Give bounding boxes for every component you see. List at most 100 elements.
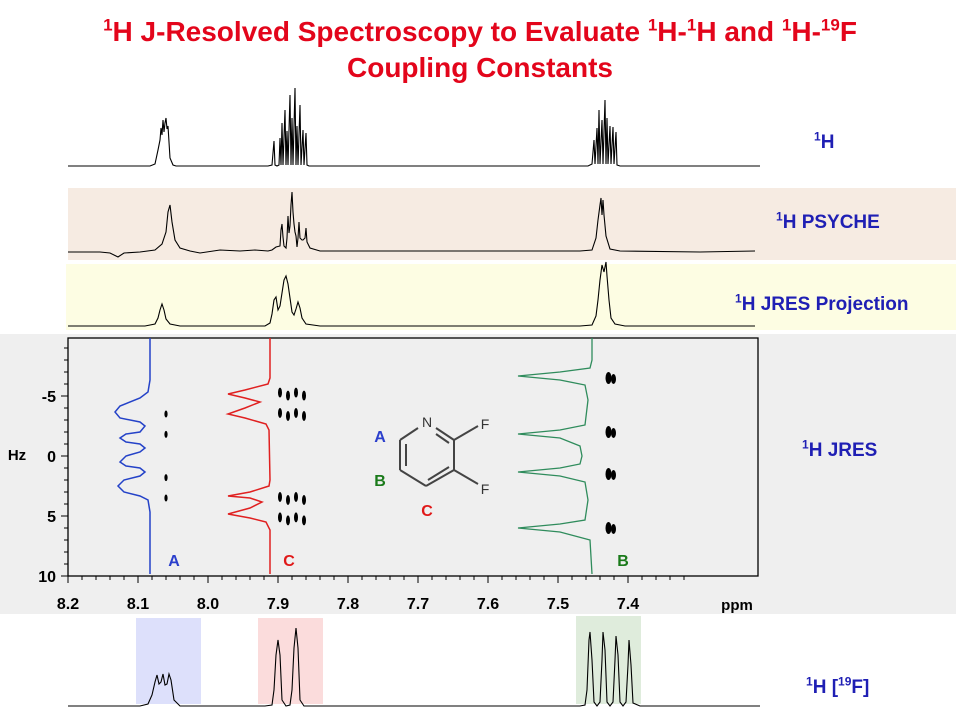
cross-peak-B xyxy=(611,470,616,480)
jres-plot-frame xyxy=(67,337,759,577)
label-sup: 1 xyxy=(802,437,809,452)
title-sup: 19 xyxy=(820,15,840,35)
cross-peak-A xyxy=(164,494,168,502)
title-sup: 1 xyxy=(686,15,697,35)
label-text: H PSYCHE xyxy=(782,212,880,233)
molecule-label-C: C xyxy=(421,503,433,520)
label-sup: 1 xyxy=(806,674,813,689)
cross-peak-A xyxy=(164,474,168,482)
y-tick-labels: -5 0 5 10 xyxy=(38,389,56,586)
cross-peak-C xyxy=(286,495,290,505)
cross-peak-C xyxy=(278,492,282,502)
cross-peak-C xyxy=(278,387,282,398)
title-part: H J-Resolved Spectroscopy to Evaluate xyxy=(112,16,648,47)
y-tick-label: 0 xyxy=(47,449,56,466)
plot-letter-A: A xyxy=(168,553,180,570)
highlight-A xyxy=(136,618,201,704)
molecule-label-A: A xyxy=(374,429,386,446)
psyche-spectrum xyxy=(68,191,756,258)
label-1h: 1H xyxy=(814,129,835,154)
molecule-structure xyxy=(399,425,479,487)
title-sup: 1 xyxy=(781,15,792,35)
highlight-C xyxy=(258,618,323,704)
x-tick-label: 8.2 xyxy=(57,596,79,613)
label-sup: 1 xyxy=(814,129,821,144)
cross-peak-A xyxy=(164,430,168,438)
title-part: H- xyxy=(657,16,687,47)
hf-spectrum xyxy=(68,627,760,707)
cross-peak-B xyxy=(611,428,616,438)
x-tick-labels: 8.2 8.1 8.0 7.9 7.8 7.7 7.6 7.5 7.4 xyxy=(57,596,639,613)
cross-peak-B xyxy=(611,524,616,534)
y-tick-label: 10 xyxy=(38,569,56,586)
cross-peak-C xyxy=(286,390,290,401)
cross-peak-B xyxy=(605,372,612,384)
label-text: F] xyxy=(851,677,870,698)
cross-peak-B xyxy=(605,468,612,480)
atom-F-top: F xyxy=(481,416,490,432)
label-text: H JRES xyxy=(808,440,878,461)
x-tick-label: 8.0 xyxy=(197,596,219,613)
trace-A xyxy=(114,338,151,574)
cross-peak-C xyxy=(286,411,290,421)
cross-peak-C xyxy=(294,512,298,523)
cross-peak-C xyxy=(294,408,298,418)
x-axis-label: ppm xyxy=(721,597,753,614)
plot-letter-C: C xyxy=(283,553,295,570)
x-tick-label: 7.8 xyxy=(337,596,359,613)
plot-letter-B: B xyxy=(617,553,629,570)
cross-peaks xyxy=(164,372,616,534)
cross-peak-B xyxy=(605,522,612,534)
cross-peak-B xyxy=(605,426,612,438)
trace-B xyxy=(517,338,593,575)
y-axis-label: Hz xyxy=(8,447,26,464)
label-text: H [ xyxy=(812,677,839,698)
y-tick-label: -5 xyxy=(42,389,56,406)
cross-peak-A xyxy=(164,410,168,418)
x-tick-label: 7.5 xyxy=(547,596,569,613)
title-part: H and xyxy=(696,16,782,47)
molecule-label-B: B xyxy=(374,473,386,490)
y-tick-label: 5 xyxy=(47,509,56,526)
title-line2: Coupling Constants xyxy=(347,52,613,83)
title-sup: 1 xyxy=(647,15,658,35)
atom-F-bottom: F xyxy=(481,481,490,497)
cross-peak-C xyxy=(294,492,298,502)
h1-spectrum xyxy=(68,87,760,167)
cross-peak-C xyxy=(286,515,290,526)
title-sup: 1 xyxy=(103,15,113,35)
label-text: H xyxy=(820,132,835,153)
label-1h-19f: 1H [19F] xyxy=(806,674,870,699)
x-tick-label: 7.9 xyxy=(267,596,289,613)
psyche-band xyxy=(68,188,956,260)
label-text: H JRES Projection xyxy=(741,294,909,315)
cross-peak-C xyxy=(302,495,306,505)
label-sup: 19 xyxy=(838,674,852,689)
cross-peak-C xyxy=(302,411,306,421)
jres-projection-band xyxy=(66,264,956,330)
cross-peak-C xyxy=(302,390,306,401)
jres-projection-spectrum xyxy=(68,261,755,327)
label-1h-jres-projection: 1H JRES Projection xyxy=(735,291,909,316)
label-1h-jres: 1H JRES xyxy=(802,437,878,462)
axis-ticks xyxy=(61,347,685,583)
label-1h-psyche: 1H PSYCHE xyxy=(776,209,880,234)
cross-peak-C xyxy=(278,512,282,523)
trace-C xyxy=(225,338,271,574)
atom-N: N xyxy=(422,414,432,430)
cross-peak-C xyxy=(294,387,298,398)
cross-peak-B xyxy=(611,374,616,384)
x-tick-label: 7.6 xyxy=(477,596,499,613)
x-tick-label: 7.7 xyxy=(407,596,429,613)
label-sup: 1 xyxy=(776,209,783,224)
title-part: F xyxy=(839,16,857,47)
label-sup: 1 xyxy=(735,291,742,306)
page-title: 1H J-Resolved Spectroscopy to Evaluate 1… xyxy=(0,14,960,86)
x-tick-label: 7.4 xyxy=(617,596,639,613)
highlight-B xyxy=(576,616,641,704)
title-part: H- xyxy=(791,16,821,47)
cross-peak-C xyxy=(302,515,306,526)
x-tick-label: 8.1 xyxy=(127,596,149,613)
cross-peak-C xyxy=(278,408,282,418)
